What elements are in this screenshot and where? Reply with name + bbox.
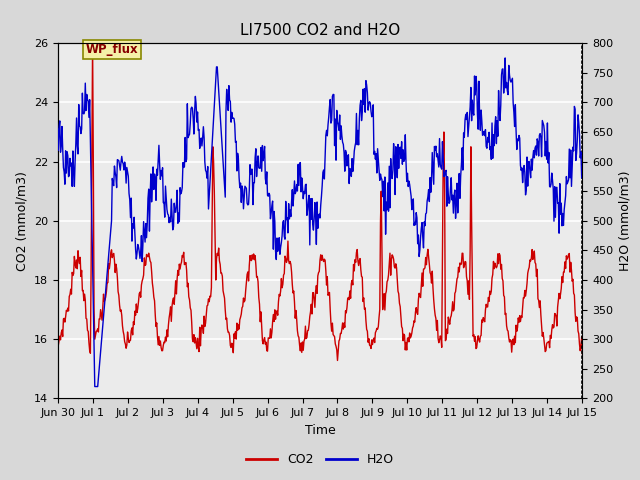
Title: LI7500 CO2 and H2O: LI7500 CO2 and H2O [240,23,400,38]
Text: WP_flux: WP_flux [86,43,138,56]
Y-axis label: CO2 (mmol/m3): CO2 (mmol/m3) [15,171,28,271]
X-axis label: Time: Time [305,424,335,437]
Legend: CO2, H2O: CO2, H2O [241,448,399,471]
Y-axis label: H2O (mmol/m3): H2O (mmol/m3) [619,170,632,271]
